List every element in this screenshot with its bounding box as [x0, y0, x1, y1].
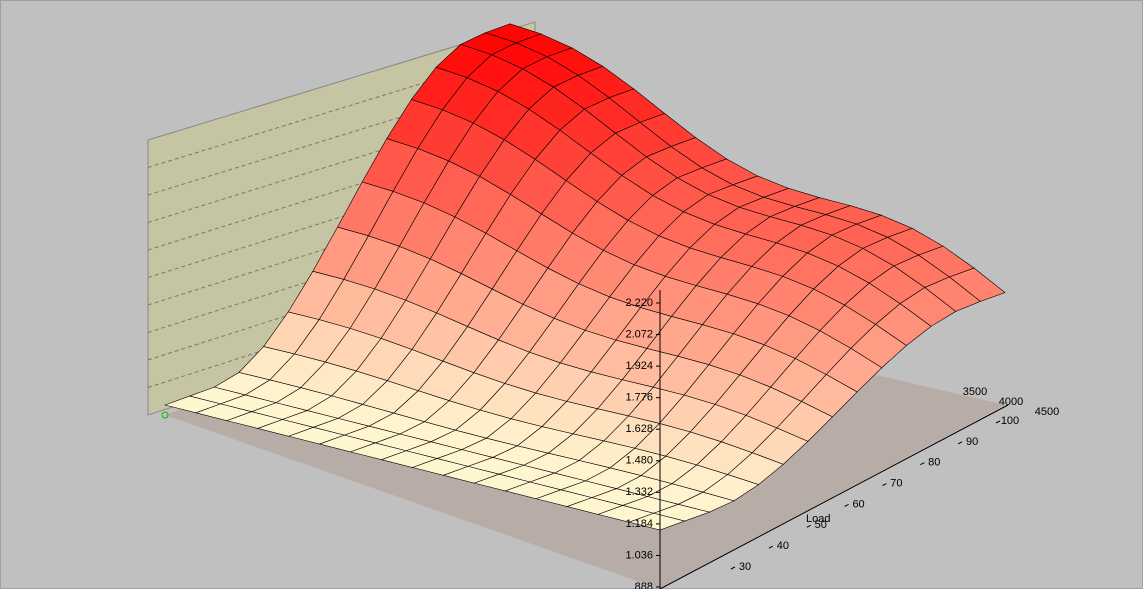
load-tick: [882, 483, 887, 487]
load-tick: [768, 545, 774, 549]
z-tick-label: 1.036: [625, 549, 653, 561]
load-axis-title: Load: [806, 513, 830, 525]
rpm-tick-label: 4000: [999, 396, 1023, 408]
load-tick-label: 90: [966, 436, 978, 448]
load-tick-label: 50: [815, 519, 827, 531]
z-tick-label: 1.628: [625, 423, 653, 435]
load-tick-label: 30: [739, 561, 751, 573]
load-tick: [806, 524, 811, 528]
z-tick-label: 1.924: [625, 360, 653, 372]
z-tick-label: 1.184: [625, 518, 653, 530]
load-tick-label: 40: [777, 540, 789, 552]
load-tick: [957, 441, 963, 445]
load-tick-label: 60: [852, 498, 864, 510]
origin-marker: [161, 411, 169, 419]
load-tick-label: 80: [928, 457, 940, 469]
load-tick: [730, 566, 736, 570]
load-tick-label: 100: [1001, 415, 1019, 427]
load-tick: [995, 420, 1001, 424]
surface-cell: [628, 512, 686, 531]
z-tick-label: 1.332: [625, 486, 653, 498]
rpm-tick-label: 3500: [963, 386, 987, 398]
z-tick-label: 2.220: [625, 297, 653, 309]
load-axis-line: [659, 404, 1009, 589]
load-tick: [844, 503, 849, 507]
z-tick-label: 1.776: [625, 392, 653, 404]
surface-mesh: [163, 23, 1006, 531]
load-tick: [920, 462, 925, 466]
z-tick-label: 2.072: [625, 328, 653, 340]
z-tick-label: 1.480: [625, 455, 653, 467]
rpm-tick-label: 4500: [1035, 406, 1059, 418]
z-tick-label: 888: [635, 581, 653, 589]
load-tick-label: 70: [890, 477, 902, 489]
